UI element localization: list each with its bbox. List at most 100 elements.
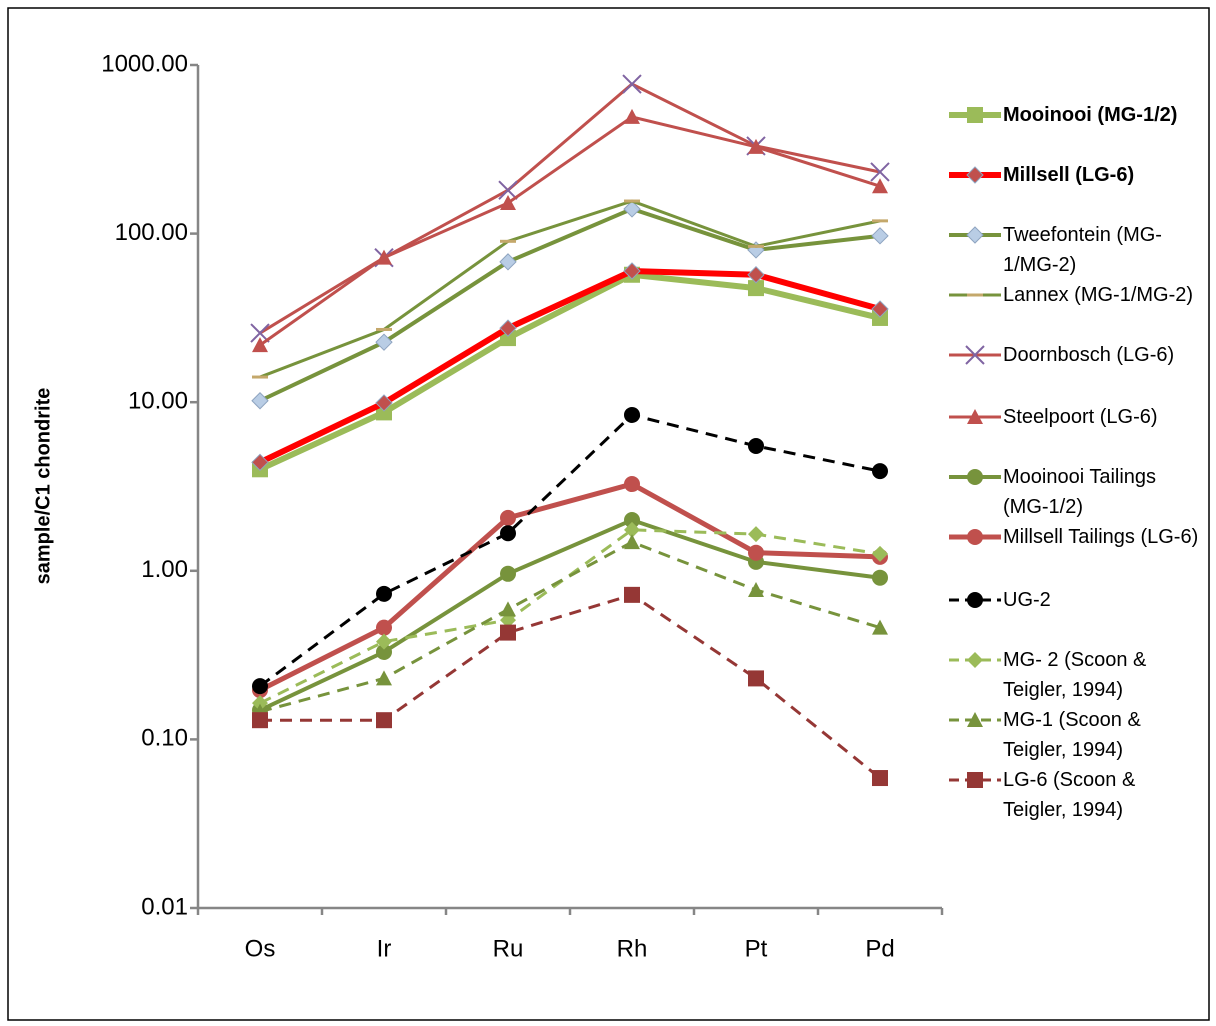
chart-border: [7, 7, 1210, 1021]
legend-entry: Mooinooi (MG-1/2): [945, 100, 1203, 130]
marker: [748, 526, 764, 543]
marker: [375, 394, 393, 412]
marker: [376, 404, 392, 421]
legend-entry: Lannex (MG-1/MG-2): [945, 280, 1203, 310]
marker: [376, 249, 392, 265]
marker: [872, 309, 888, 326]
legend-label: Millsell Tailings (LG-6): [1003, 526, 1199, 548]
marker: [870, 162, 890, 182]
y-tick-label: 1000.00: [101, 50, 188, 77]
marker: [500, 601, 516, 617]
marker: [500, 194, 516, 210]
legend-label: MG-1 (Scoon & Teigler, 1994): [1003, 709, 1141, 761]
legend-entry: UG-2: [945, 585, 1203, 615]
y-axis-title: sample/C1 chondrite: [32, 388, 54, 585]
legend-swatch: [949, 712, 1001, 727]
marker: [748, 138, 764, 154]
marker: [967, 652, 983, 668]
marker: [376, 712, 392, 729]
marker: [624, 108, 640, 124]
legend-label: Mooinooi (MG-1/2): [1003, 104, 1178, 126]
series-line: [259, 82, 881, 335]
legend-label: LG-6 (Scoon & Teigler, 1994): [1003, 769, 1136, 821]
series-line: [259, 413, 881, 688]
marker: [376, 585, 392, 602]
series-line: [258, 268, 881, 466]
marker: [251, 392, 269, 410]
marker: [967, 592, 983, 608]
legend-swatch: [949, 469, 1001, 485]
legend-swatch: [949, 409, 1001, 424]
legend-entry: Mooinooi Tailings (MG-1/2): [945, 462, 1203, 522]
marker: [747, 266, 765, 284]
marker: [251, 453, 269, 472]
marker: [748, 670, 764, 687]
legend-swatch: [949, 107, 1001, 123]
marker: [376, 633, 392, 650]
marker: [623, 262, 641, 280]
y-tick-label: 10.00: [128, 388, 188, 415]
marker: [872, 178, 888, 194]
legend-entry: Doornbosch (LG-6): [945, 340, 1203, 370]
legend-swatch: [949, 529, 1001, 545]
marker: [872, 569, 888, 586]
marker: [967, 469, 983, 485]
marker: [252, 712, 268, 729]
x-tick-label: Rh: [617, 935, 648, 962]
y-tick-label: 0.10: [141, 725, 188, 752]
series-line: [260, 593, 881, 780]
marker: [967, 529, 983, 545]
legend-entry: Millsell (LG-6): [945, 160, 1203, 190]
marker: [624, 512, 640, 529]
marker: [623, 200, 641, 218]
marker: [748, 581, 764, 597]
legend-swatch: [949, 166, 1001, 184]
marker: [872, 770, 888, 787]
marker: [965, 345, 985, 365]
marker: [375, 333, 393, 351]
legend-entry: Steelpoort (LG-6): [945, 402, 1203, 432]
y-tick-label: 100.00: [115, 219, 188, 246]
x-tick-label: Pd: [865, 935, 894, 962]
series-line: [259, 540, 881, 714]
x-tick-label: Ir: [377, 935, 392, 962]
legend-label: Doornbosch (LG-6): [1003, 344, 1175, 366]
legend-swatch: [949, 293, 1001, 297]
marker: [872, 545, 888, 562]
marker: [624, 586, 640, 603]
marker: [499, 253, 517, 271]
legend-swatch: [949, 345, 1001, 365]
marker: [967, 107, 983, 123]
marker: [500, 565, 516, 582]
series-line: [259, 199, 881, 379]
marker: [872, 463, 888, 480]
legend-swatch: [949, 652, 1001, 668]
marker: [622, 74, 642, 94]
marker: [967, 772, 983, 788]
marker: [966, 166, 984, 184]
legend-swatch: [949, 226, 1001, 244]
x-tick-label: Os: [245, 935, 276, 962]
marker: [624, 406, 640, 423]
legend-entry: LG-6 (Scoon & Teigler, 1994): [945, 765, 1203, 825]
marker: [624, 534, 640, 550]
legend-label: Steelpoort (LG-6): [1003, 406, 1158, 428]
x-tick-label: Pt: [745, 935, 768, 962]
legend-label: Lannex (MG-1/MG-2): [1003, 284, 1194, 306]
marker: [624, 476, 640, 493]
y-tick-label: 0.01: [141, 893, 188, 920]
legend-entry: MG- 2 (Scoon & Teigler, 1994): [945, 645, 1203, 705]
series-line: [259, 518, 881, 713]
marker: [748, 437, 764, 454]
marker: [871, 227, 889, 245]
legend-label: UG-2: [1003, 589, 1051, 611]
marker: [624, 521, 640, 538]
marker: [376, 643, 392, 660]
legend-label: Tweefontein (MG-1/MG-2): [1003, 224, 1162, 276]
marker: [376, 670, 392, 686]
marker: [966, 226, 984, 244]
legend-swatch: [949, 592, 1001, 608]
series-line: [259, 206, 881, 403]
legend-entry: Millsell Tailings (LG-6): [945, 522, 1203, 552]
